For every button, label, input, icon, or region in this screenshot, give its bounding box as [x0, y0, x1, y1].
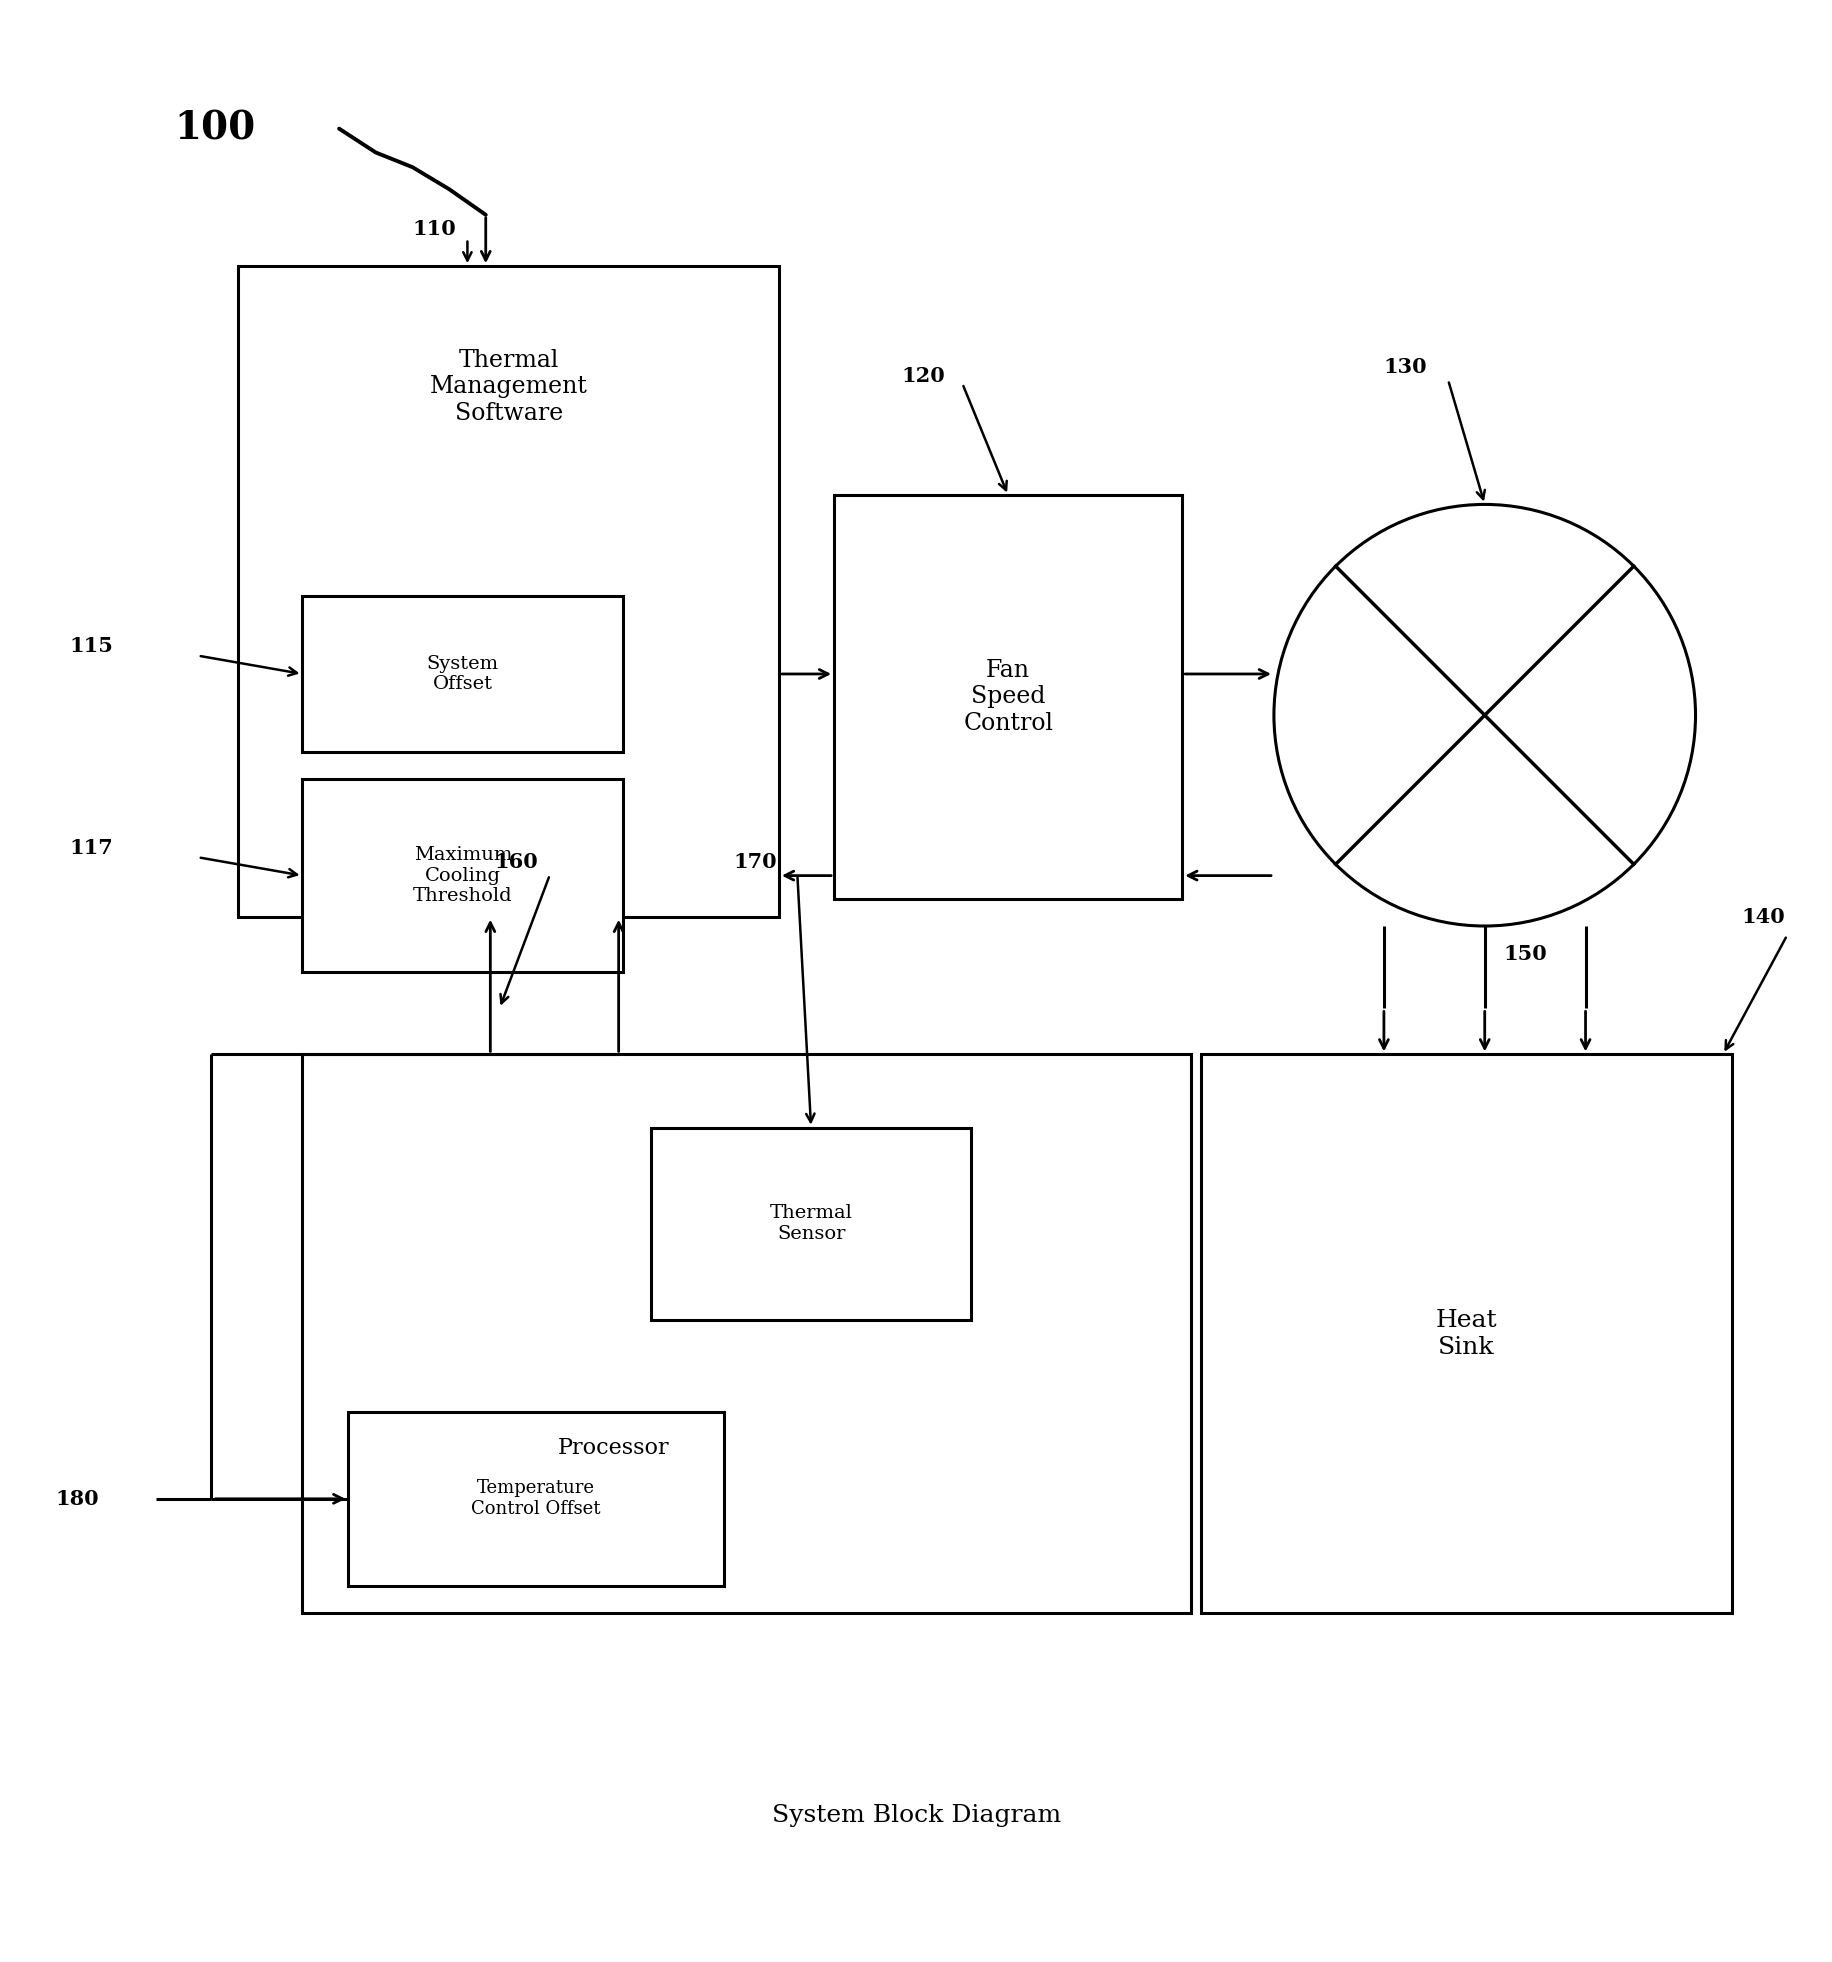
Text: 160: 160 — [495, 852, 539, 871]
FancyBboxPatch shape — [834, 494, 1182, 899]
Text: Heat
Sink: Heat Sink — [1434, 1309, 1497, 1358]
Text: 120: 120 — [901, 367, 945, 387]
FancyBboxPatch shape — [650, 1128, 971, 1320]
Text: Processor: Processor — [557, 1438, 669, 1460]
Text: 117: 117 — [70, 838, 114, 857]
FancyBboxPatch shape — [1200, 1054, 1731, 1613]
Text: 110: 110 — [412, 220, 456, 239]
Text: 115: 115 — [70, 636, 114, 657]
Text: 180: 180 — [55, 1489, 99, 1509]
FancyBboxPatch shape — [238, 267, 779, 916]
Text: 130: 130 — [1383, 357, 1427, 377]
FancyBboxPatch shape — [302, 596, 623, 751]
FancyBboxPatch shape — [302, 779, 623, 971]
Text: 150: 150 — [1502, 944, 1546, 963]
Text: Thermal
Management
Software: Thermal Management Software — [429, 349, 588, 426]
Text: 100: 100 — [174, 110, 255, 147]
Text: System Block Diagram: System Block Diagram — [771, 1803, 1061, 1827]
FancyBboxPatch shape — [348, 1413, 724, 1585]
Text: 170: 170 — [733, 852, 777, 871]
Text: Fan
Speed
Control: Fan Speed Control — [962, 659, 1053, 736]
Text: Thermal
Sensor: Thermal Sensor — [769, 1205, 852, 1244]
Text: Temperature
Control Offset: Temperature Control Offset — [471, 1479, 601, 1519]
Text: System
Offset: System Offset — [427, 655, 498, 693]
Circle shape — [1273, 504, 1695, 926]
FancyBboxPatch shape — [302, 1054, 1191, 1613]
Text: Maximum
Cooling
Threshold: Maximum Cooling Threshold — [412, 846, 513, 904]
Text: 140: 140 — [1740, 906, 1784, 926]
